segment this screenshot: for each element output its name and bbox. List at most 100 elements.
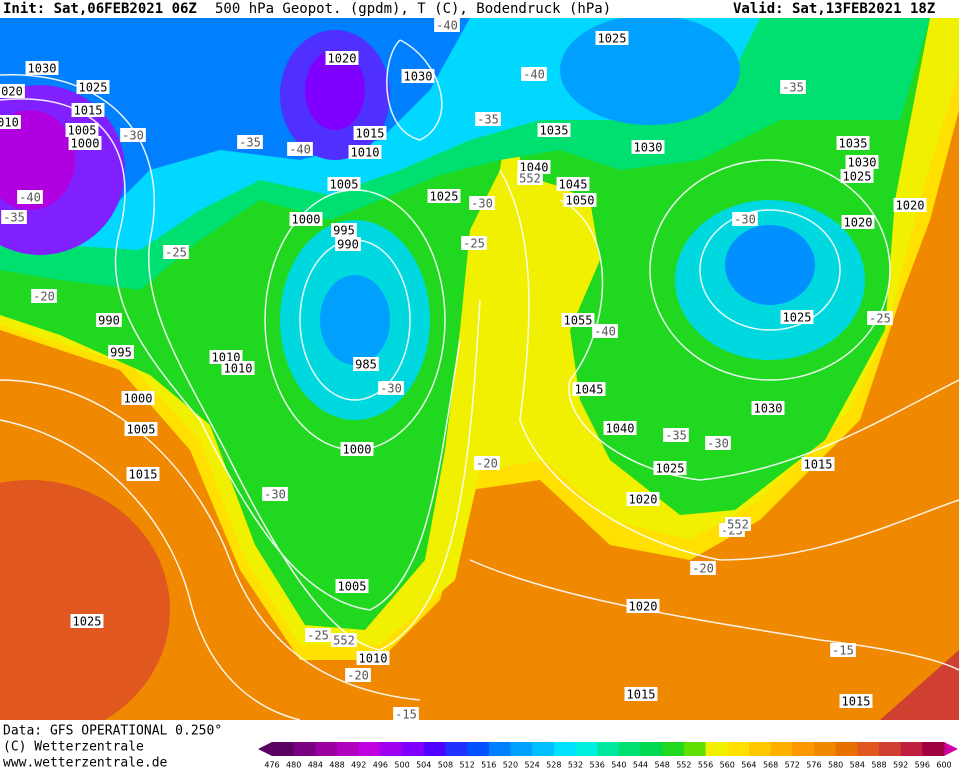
colorbar-label: 544 — [633, 761, 648, 770]
pressure-label: 1000 — [71, 137, 100, 151]
colorbar-cell — [553, 742, 576, 756]
pressure-label: 1025 — [73, 615, 102, 629]
pressure-label-bg — [356, 651, 390, 665]
pressure-label: 1020 — [629, 493, 658, 507]
temperature-label-bg — [287, 142, 313, 156]
geopotential-label-bg — [331, 633, 357, 647]
temperature-label-bg — [262, 487, 288, 501]
temperature-label: -20 — [33, 290, 55, 304]
pressure-label: 1005 — [338, 580, 367, 594]
pressure-label: 1030 — [848, 156, 877, 170]
colorbar-label: 556 — [698, 761, 713, 770]
pressure-label: 1035 — [540, 124, 569, 138]
colorbar-cell — [272, 742, 295, 756]
colorbar-cell — [770, 742, 793, 756]
temperature-label-bg — [780, 80, 806, 94]
colorbar-cell — [813, 742, 837, 756]
header-bar — [0, 0, 959, 18]
colorbar-cell — [423, 742, 446, 756]
geopotential-label: 552 — [519, 172, 541, 186]
pressure-label-bg — [841, 215, 875, 229]
pressure-label: 010 — [0, 116, 19, 130]
colorbar-label: 548 — [655, 761, 670, 770]
pressure-label: 1020 — [844, 216, 873, 230]
pressure-label-bg — [780, 310, 814, 324]
pressure-label-bg — [427, 189, 461, 203]
pressure-label-bg — [401, 69, 435, 83]
pressure-label: 1045 — [559, 178, 588, 192]
colorbar-label: 596 — [915, 761, 930, 770]
pressure-label-bg — [845, 155, 879, 169]
pressure-label-bg — [70, 614, 104, 628]
pressure-label-bg — [353, 357, 379, 371]
colorbar-label: 504 — [416, 761, 431, 770]
pressure-label: 1005 — [68, 124, 97, 138]
data-source: Data: GFS OPERATIONAL 0.250° — [3, 724, 222, 739]
pressure-label-bg — [626, 599, 660, 613]
colorbar-cell — [748, 742, 772, 756]
colorbar-label: 572 — [785, 761, 800, 770]
pressure-label: 1005 — [127, 423, 156, 437]
pressure-label-bg — [126, 467, 160, 481]
temperature-label: -40 — [523, 68, 545, 82]
pressure-label-bg — [751, 401, 785, 415]
pressure-label-bg — [624, 687, 658, 701]
colorbar-label: 560 — [720, 761, 735, 770]
colorbar-label: 484 — [308, 761, 323, 770]
pressure-label-bg — [331, 223, 357, 237]
pressure-label: 1010 — [351, 146, 380, 160]
temperature-label: -30 — [707, 437, 729, 451]
colorbar-cell — [315, 742, 338, 756]
temperature-label: -40 — [436, 19, 458, 33]
pressure-label: 1025 — [843, 170, 872, 184]
colorbar-cell — [727, 742, 750, 756]
colorbar-cell — [662, 742, 685, 756]
pressure-label: 020 — [1, 85, 23, 99]
pressure-label: 1015 — [74, 104, 103, 118]
colorbar-cell — [618, 742, 642, 756]
pressure-label: 1010 — [359, 652, 388, 666]
pressure-label: 1055 — [564, 314, 593, 328]
pressure-label-bg — [836, 136, 870, 150]
colorbar-label: 600 — [936, 761, 951, 770]
pressure-label: 1005 — [330, 178, 359, 192]
colorbar-label: 592 — [893, 761, 908, 770]
pressure-label-bg — [121, 391, 155, 405]
pressure-label: 990 — [337, 238, 359, 252]
pressure-label-bg — [221, 361, 255, 375]
pressure-label-bg — [96, 313, 122, 327]
temperature-label: -35 — [239, 136, 261, 150]
pressure-label-bg — [124, 422, 158, 436]
temperature-label-bg — [474, 456, 500, 470]
field — [320, 275, 390, 365]
temperature-label-bg — [17, 190, 43, 204]
colorbar-arrow — [258, 742, 272, 756]
pressure-label-bg — [335, 579, 369, 593]
temperature-label-bg — [469, 196, 495, 210]
colorbar-cell — [900, 742, 923, 756]
temperature-label-bg — [705, 436, 731, 450]
pressure-label: 1030 — [634, 141, 663, 155]
pressure-label: 1025 — [598, 32, 627, 46]
colorbar-label: 480 — [286, 761, 301, 770]
colorbar-cell — [402, 742, 425, 756]
pressure-label: 1015 — [804, 458, 833, 472]
pressure-label-bg — [517, 160, 551, 174]
temperature-label: -30 — [122, 129, 144, 143]
pressure-label: 1050 — [566, 194, 595, 208]
colorbar-cell — [510, 742, 533, 756]
colorbar-label: 492 — [351, 761, 366, 770]
pressure-label-bg — [65, 123, 99, 137]
temperature-label-bg — [120, 128, 146, 142]
colorbar-cell — [640, 742, 663, 756]
colorbar-cell — [597, 742, 620, 756]
temperature-label: -35 — [782, 81, 804, 95]
field — [880, 650, 959, 720]
pressure-label-bg — [603, 421, 637, 435]
pressure-label: 1010 — [224, 362, 253, 376]
pressure-label-bg — [0, 115, 21, 129]
pressure-label-bg — [76, 80, 110, 94]
colorbar-label: 536 — [590, 761, 605, 770]
temperature-label-bg — [378, 381, 404, 395]
